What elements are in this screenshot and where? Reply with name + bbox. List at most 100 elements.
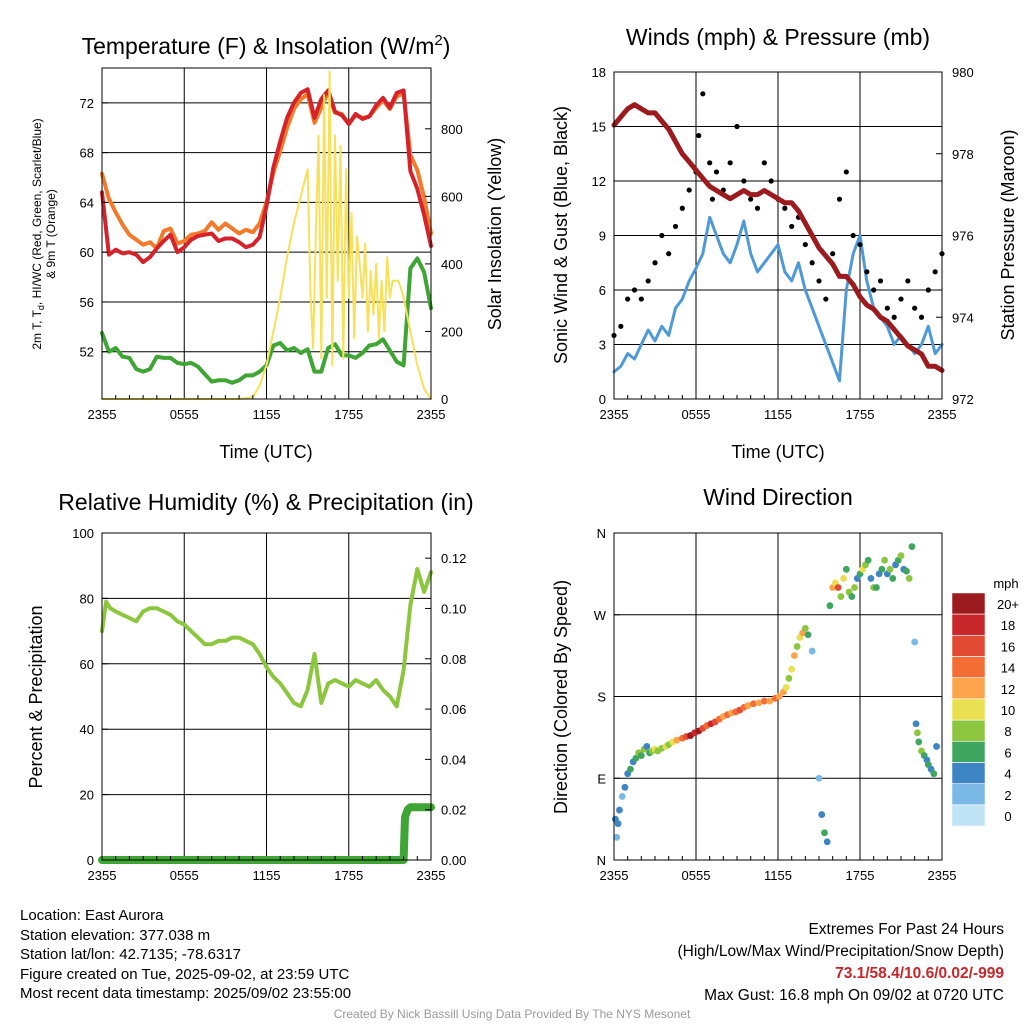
- humidity-grid: [102, 533, 431, 860]
- station-elevation: Station elevation: 377.038 m: [20, 926, 211, 944]
- gust-point: [666, 251, 672, 257]
- direction-point: [815, 774, 823, 782]
- x-tick-label: 2355: [88, 407, 117, 422]
- pressure-y-axis-label: Station Pressure (Maroon): [998, 129, 1018, 340]
- temperature-title: Temperature (F) & Insolation (W/m2): [82, 32, 451, 59]
- direction-point: [933, 743, 940, 750]
- direction-point: [911, 638, 919, 646]
- temperature-y-axis-label-line1: 2m T, Td, HI/WC (Red, Green, Scarlet/Blu…: [30, 118, 46, 349]
- gust-point: [659, 232, 665, 239]
- gust-point: [631, 287, 638, 293]
- x-tick-label: 2355: [600, 407, 629, 422]
- sonic-wind-line: [612, 215, 944, 383]
- legend-label: 18: [1001, 618, 1015, 633]
- y-tick-label: 20: [80, 788, 94, 803]
- temperature-panel: Temperature (F) & Insolation (W/m2) 2355…: [30, 32, 505, 462]
- legend-label: 16: [1001, 639, 1015, 654]
- y2-tick-label: 600: [441, 189, 463, 204]
- x-tick-label: 1155: [764, 407, 792, 422]
- gust-point: [925, 287, 931, 293]
- direction-point: [755, 699, 763, 707]
- y2-tick-label: 980: [952, 65, 974, 80]
- legend-label: 6: [1004, 745, 1011, 760]
- gust-point: [830, 251, 836, 257]
- y2-tick-label: 200: [441, 324, 463, 339]
- x-tick-label: 1755: [846, 868, 875, 883]
- humidity-title: Relative Humidity (%) & Precipitation (i…: [58, 489, 473, 515]
- gust-point: [748, 196, 754, 202]
- direction-point: [867, 575, 875, 582]
- gust-point: [707, 160, 713, 166]
- legend-swatch: [951, 741, 986, 763]
- winds-panel: Winds (mph) & Pressure (mb) 2355 0555 1155…: [551, 24, 1018, 462]
- winds-series: [611, 91, 945, 383]
- temperature-series: [100, 70, 433, 400]
- legend-label: 12: [1001, 682, 1015, 697]
- gust-point: [843, 169, 849, 175]
- direction-point: [793, 643, 801, 650]
- direction-point: [851, 584, 858, 591]
- gust-point: [905, 278, 911, 284]
- credit-line: Created By Nick Bassill Using Data Provi…: [333, 1007, 691, 1021]
- x-tick-label: 1755: [846, 407, 875, 422]
- x-tick-label: 1155: [764, 868, 792, 883]
- gust-point: [645, 278, 651, 284]
- gust-point: [898, 296, 904, 302]
- direction-point: [766, 697, 774, 705]
- winds-x-axis-label: Time (UTC): [731, 442, 824, 462]
- speed-legend-title: mph: [993, 576, 1018, 591]
- station-location: Location: East Aurora: [20, 907, 164, 924]
- direction-point: [834, 584, 842, 591]
- extremes-title: Extremes For Past 24 Hours: [808, 921, 1004, 938]
- y-tick-label: 64: [80, 195, 94, 210]
- y-tick-label: E: [597, 771, 606, 786]
- direction-point: [930, 770, 938, 778]
- solar-insolation-line: [101, 70, 432, 400]
- station-info: Location: East Aurora Station elevation:…: [20, 906, 351, 1004]
- y-tick-label: 52: [80, 345, 94, 360]
- y-tick-label: 60: [80, 657, 94, 672]
- y-tick-label: 100: [72, 526, 94, 541]
- direction-point: [837, 593, 845, 600]
- direction-title: Wind Direction: [703, 484, 853, 510]
- direction-point: [785, 674, 793, 682]
- gust-point: [696, 132, 702, 139]
- y-tick-label: 68: [80, 146, 94, 161]
- direction-point: [881, 556, 888, 564]
- y-tick-label: 3: [599, 338, 606, 353]
- direction-point: [840, 575, 847, 582]
- y-tick-label: N: [597, 853, 606, 868]
- humidity-panel: Relative Humidity (%) & Precipitation (i…: [26, 489, 474, 883]
- gust-point: [700, 91, 706, 97]
- gust-point: [816, 278, 822, 284]
- x-tick-label: 2355: [928, 407, 957, 422]
- y2-tick-label: 974: [952, 310, 974, 325]
- gust-point: [802, 241, 808, 248]
- insolation-y-axis-label: Solar Insolation (Yellow): [485, 138, 505, 330]
- wind-y-axis-label: Sonic Wind & Gust (Blue, Black): [551, 106, 571, 364]
- station-latlon: Station lat/lon: 42.7135; -78.6317: [20, 946, 242, 963]
- direction-point: [618, 793, 626, 800]
- figure-created: Figure created on Tue, 2025-09-02, at 23…: [20, 965, 350, 983]
- direction-point: [873, 584, 880, 591]
- x-tick-label: 0555: [170, 868, 199, 883]
- max-gust: Max Gust: 16.8 mph On 09/02 at 0720 UTC: [704, 987, 1004, 1004]
- direction-point: [760, 697, 768, 705]
- direction-point: [614, 820, 622, 828]
- direction-point: [637, 752, 645, 759]
- direction-point: [632, 754, 640, 762]
- extremes-description: (High/Low/Max Wind/Precipitation/Snow De…: [677, 943, 1005, 960]
- gust-point: [761, 160, 767, 166]
- gust-point: [727, 160, 733, 166]
- x-tick-label: 1155: [253, 868, 281, 883]
- direction-panel: Wind Direction 2355 0555 1155 1755 2355NESWN…: [551, 484, 1019, 883]
- legend-label: 14: [1001, 661, 1015, 676]
- y-tick-label: W: [594, 608, 607, 623]
- direction-point: [775, 693, 783, 700]
- y-tick-label: 18: [592, 65, 606, 80]
- recent-timestamp: Most recent data timestamp: 2025/09/02 2…: [20, 985, 352, 1002]
- direction-point: [821, 829, 828, 837]
- gust-point: [625, 296, 631, 302]
- temperature-ticks: 2355 0555 1155 1755 2355 52 56 60 64 68 72 0 200 400 6…: [80, 96, 463, 422]
- y2-tick-label: 976: [952, 229, 974, 244]
